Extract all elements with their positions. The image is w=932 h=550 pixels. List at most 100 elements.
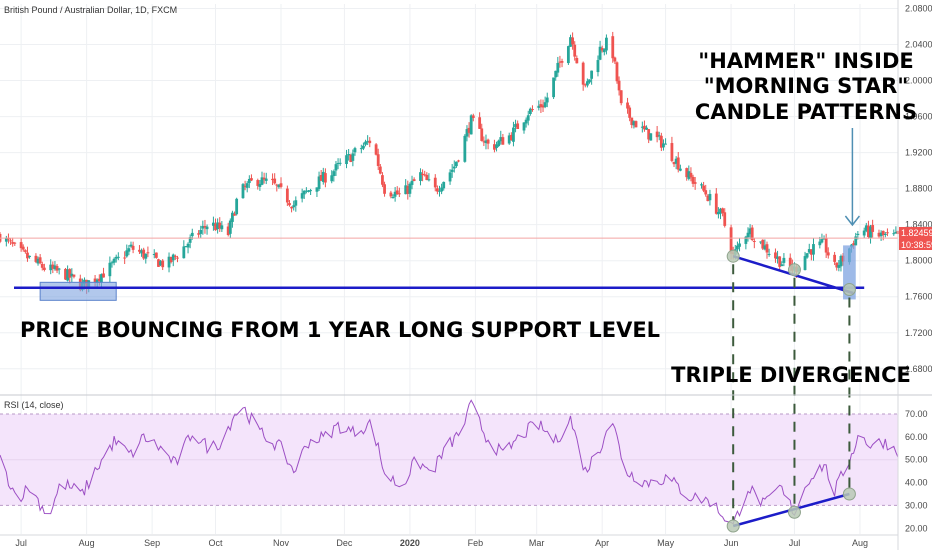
candle-body xyxy=(657,135,661,137)
candle-body xyxy=(275,184,279,186)
candle-body xyxy=(368,140,372,144)
candle-body xyxy=(774,252,777,259)
rsi-low-marker xyxy=(842,487,856,501)
candle-body xyxy=(596,60,600,73)
candle-body xyxy=(64,268,67,280)
candle-body xyxy=(351,153,355,161)
candle-body xyxy=(397,193,401,195)
candle-body xyxy=(4,237,8,242)
candle-body xyxy=(40,263,44,268)
candle-body xyxy=(421,173,424,176)
candle-body xyxy=(471,115,475,118)
candle-body xyxy=(678,168,682,171)
candle-body xyxy=(581,62,585,85)
rsi-low-marker xyxy=(787,505,801,519)
candle-body xyxy=(676,157,680,170)
candle-body xyxy=(454,161,458,167)
candle-body xyxy=(573,44,577,57)
candle-body xyxy=(277,184,281,188)
candle-body xyxy=(199,229,203,234)
candle-body xyxy=(524,119,528,124)
candle-body xyxy=(507,135,511,144)
last-price-label-bg xyxy=(899,227,932,239)
candle-body xyxy=(619,90,623,104)
price-tick-label: 2.00000 xyxy=(905,76,932,86)
candle-body xyxy=(374,144,378,155)
candle-body xyxy=(571,37,575,45)
candle-body xyxy=(241,184,245,199)
candle-body xyxy=(419,172,422,181)
candle-body xyxy=(279,183,283,187)
candle-body xyxy=(433,177,437,188)
candle-body xyxy=(332,171,336,177)
candle-body xyxy=(157,259,160,267)
candle-body xyxy=(689,172,693,178)
candle-body xyxy=(110,262,114,264)
candle-body xyxy=(304,190,308,192)
candle-body xyxy=(245,183,249,188)
candle-body xyxy=(112,258,116,263)
price-tick-label: 1.96000 xyxy=(905,112,932,122)
candle-body xyxy=(36,258,40,264)
candle-body xyxy=(765,244,769,253)
candle-body xyxy=(554,70,558,78)
candle-body xyxy=(662,143,665,148)
candle-body xyxy=(719,208,722,214)
candle-body xyxy=(539,104,543,108)
candle-body xyxy=(583,84,587,86)
candle-body xyxy=(410,180,414,185)
candle-body xyxy=(167,256,171,268)
candle-body xyxy=(440,187,444,192)
candle-body xyxy=(214,223,217,231)
candle-body xyxy=(302,190,306,195)
candle-body xyxy=(182,246,186,259)
candle-body xyxy=(704,190,708,195)
candle-body xyxy=(381,175,384,185)
candle-body xyxy=(250,178,253,181)
time-tick-label: May xyxy=(657,538,675,548)
candle-body xyxy=(721,208,725,214)
candle-body xyxy=(655,131,659,138)
candle-body xyxy=(750,227,754,240)
candle-body xyxy=(9,240,12,242)
candle-body xyxy=(717,212,720,215)
candle-body xyxy=(262,177,266,180)
rsi-low-marker xyxy=(726,519,740,533)
candle-body xyxy=(144,253,148,259)
candle-body xyxy=(366,141,370,143)
candle-body xyxy=(258,183,262,187)
price-tick-label: 2.04000 xyxy=(905,40,932,50)
candle-body xyxy=(761,239,765,249)
candle-body xyxy=(714,193,718,214)
price-tick-label: 1.68000 xyxy=(905,364,932,374)
candle-body xyxy=(835,262,839,268)
time-tick-label: Aug xyxy=(79,538,95,548)
candle-body xyxy=(647,129,651,140)
candle-body xyxy=(273,178,277,184)
candle-body xyxy=(26,252,29,259)
axis-layer: 2.08000 2.04000 2.00000 1.96000 1.92000 1.880… xyxy=(15,4,932,548)
candle-body xyxy=(247,178,251,184)
candle-body xyxy=(226,226,230,235)
candle-body xyxy=(197,233,201,235)
candle-body xyxy=(450,169,454,172)
candle-body xyxy=(347,154,351,156)
candle-body xyxy=(516,123,520,129)
annotation-layer xyxy=(0,128,898,533)
candle-body xyxy=(482,141,486,143)
candle-body xyxy=(378,166,382,174)
candle-body xyxy=(531,109,534,111)
candle-body xyxy=(72,274,76,277)
candle-body xyxy=(467,127,471,133)
candle-body xyxy=(543,102,547,107)
candle-body xyxy=(51,264,55,269)
candle-body xyxy=(34,255,38,262)
candle-body xyxy=(805,253,809,258)
candle-body xyxy=(499,137,503,142)
candle-body xyxy=(288,203,291,206)
candle-body xyxy=(201,225,205,229)
candle-body xyxy=(512,127,515,142)
candle-body xyxy=(442,181,446,189)
